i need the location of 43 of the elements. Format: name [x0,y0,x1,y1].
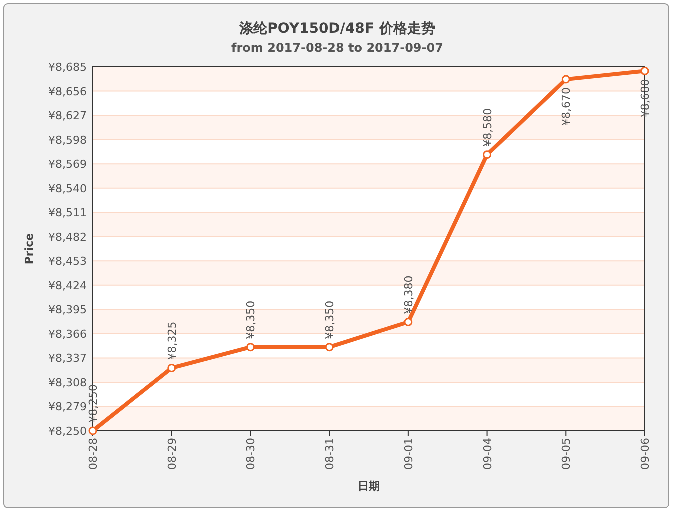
point [640,66,650,76]
point [325,343,334,352]
chart-title: 涤纶POY150D/48F 价格走势 [238,21,436,37]
y-tick-label: ¥8,279 [48,400,87,414]
y-tick-label: ¥8,482 [48,230,87,244]
x-tick-label: 08-28 [87,438,100,470]
point [483,150,492,160]
y-tick-label: ¥8,627 [48,110,87,123]
y-tick-label: ¥8,424 [48,279,87,292]
y-tick-label: ¥8,250 [48,425,87,438]
data-label: ¥8,670 [560,88,574,126]
data-label: ¥8,580 [481,108,494,147]
x-tick-label: 09-04 [481,438,494,470]
y-tick-label: ¥8,337 [48,352,87,366]
data-label: ¥8,680 [639,79,652,118]
x-tick-label: 08-31 [324,438,337,470]
y-tick-label: ¥8,685 [48,61,87,74]
y-tick-label: ¥8,511 [48,206,87,220]
y-tick-label: ¥8,366 [48,328,87,341]
point [88,426,98,436]
y-tick-label: ¥8,569 [48,158,87,172]
point [404,318,413,326]
x-tick-label: 09-01 [402,438,416,470]
data-label: ¥8,350 [244,300,258,340]
x-tick-label: 09-06 [639,438,652,470]
point [168,364,176,372]
y-tick-label: ¥8,656 [48,85,87,98]
data-label: ¥8,350 [324,300,337,340]
y-tick-label: ¥8,453 [48,255,87,268]
point [562,75,570,84]
y-tick-label: ¥8,308 [48,376,87,390]
chart-subtitle: from 2017-08-28 to 2017-09-07 [232,41,444,55]
x-tick-label: 09-05 [560,438,574,470]
y-tick-label: ¥8,598 [48,134,87,147]
point [246,343,255,352]
x-tick-label: 08-29 [166,438,179,470]
y-tick-label: ¥8,540 [48,182,87,196]
x-tick-label: 08-30 [244,438,258,470]
x-axis-title: 日期 [358,480,380,493]
data-label: ¥8,325 [166,322,179,360]
y-axis-title: Price [23,233,36,265]
y-tick-label: ¥8,395 [48,304,87,317]
data-label: ¥8,380 [402,276,416,314]
